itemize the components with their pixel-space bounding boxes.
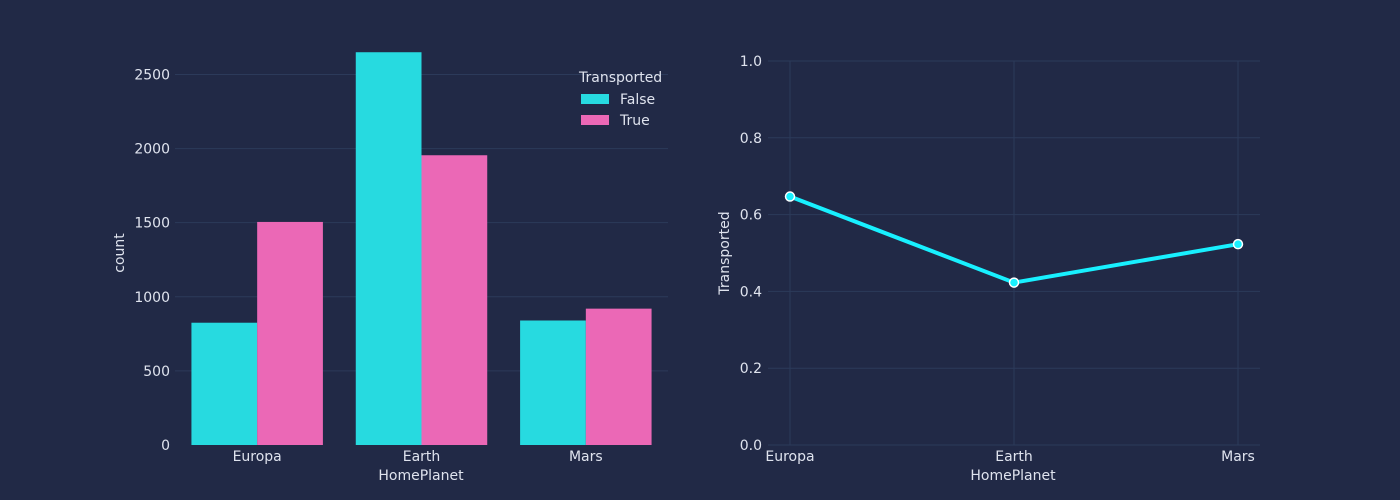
- line-point-mars: [1232, 238, 1244, 250]
- line-chart-x-ticks: Europa Earth Mars: [765, 449, 1254, 465]
- line-point-europa: [784, 191, 796, 202]
- bar-chart-y-ticks: 0 500 1000 1500 2000 2500: [134, 67, 170, 454]
- line-chart-y-axis-label: Transported: [717, 211, 733, 295]
- line-y-tick-0-0: 0.0: [740, 438, 762, 454]
- bar-europa-true: [257, 221, 323, 445]
- line-y-tick-1-0: 1.0: [740, 54, 762, 70]
- legend-label-true: True: [619, 113, 650, 129]
- bar-y-tick-0: 0: [161, 438, 170, 454]
- legend-swatch-true: [581, 115, 609, 125]
- line-chart-x-axis-label: HomePlanet: [970, 468, 1056, 484]
- bar-chart-legend: Transported False True: [578, 70, 662, 129]
- line-y-tick-0-8: 0.8: [740, 131, 762, 147]
- line-chart-y-ticks: 0.0 0.2 0.4 0.6 0.8 1.0: [740, 54, 762, 454]
- bar-y-tick-2000: 2000: [134, 142, 170, 158]
- line-chart-gridlines: [768, 60, 1260, 446]
- bar-y-tick-2500: 2500: [134, 67, 170, 83]
- bar-y-tick-1000: 1000: [134, 290, 170, 306]
- legend-title: Transported: [578, 70, 662, 86]
- legend-swatch-false: [581, 94, 609, 104]
- bar-mars-false: [520, 320, 586, 445]
- line-y-tick-0-6: 0.6: [740, 208, 762, 224]
- bar-y-tick-500: 500: [143, 364, 170, 380]
- bar-chart-y-axis-label: count: [112, 233, 128, 273]
- line-y-tick-0-4: 0.4: [740, 284, 762, 300]
- line-y-tick-0-2: 0.2: [740, 361, 762, 377]
- line-x-tick-mars: Mars: [1221, 449, 1255, 465]
- bar-europa-false: [191, 322, 258, 445]
- legend-label-false: False: [620, 92, 655, 108]
- line-x-tick-earth: Earth: [995, 449, 1033, 465]
- line-chart-panel: 0.0 0.2 0.4 0.6 0.8 1.0 Europa Earth Mars HomeP…: [717, 54, 1260, 484]
- bar-mars-true: [585, 308, 652, 445]
- bar-earth-true: [421, 155, 488, 445]
- line-chart-series: [784, 191, 1244, 288]
- bar-chart-x-ticks: Europa Earth Mars: [233, 449, 603, 465]
- bar-x-tick-europa: Europa: [233, 449, 282, 465]
- bar-chart-bars: [191, 52, 652, 445]
- line-point-earth: [1008, 277, 1020, 288]
- line-x-tick-europa: Europa: [765, 449, 814, 465]
- bar-x-tick-earth: Earth: [403, 449, 441, 465]
- bar-earth-false: [355, 52, 422, 445]
- bar-chart-panel: 0 500 1000 1500 2000 2500 Europa Earth Mars Hom…: [112, 52, 668, 484]
- bar-x-tick-mars: Mars: [569, 449, 603, 465]
- bar-y-tick-1500: 1500: [134, 216, 170, 232]
- bar-chart-x-axis-label: HomePlanet: [378, 468, 464, 484]
